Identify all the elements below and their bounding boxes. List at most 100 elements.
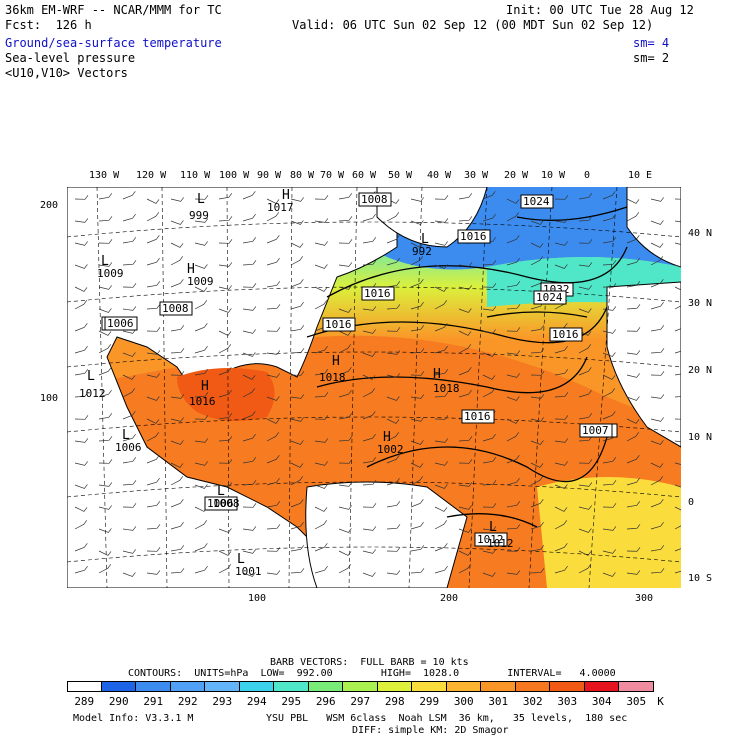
wind-barb <box>650 325 665 332</box>
wind-barb <box>458 459 473 464</box>
wind-barb <box>530 545 545 552</box>
wind-barb <box>362 457 377 464</box>
wind-barb <box>602 411 616 420</box>
wind-barb <box>194 461 208 466</box>
wind-barb <box>578 262 593 267</box>
high-pressure-marker: H <box>282 188 290 203</box>
lon-label: 130 W <box>89 170 120 181</box>
wind-barb <box>74 195 89 200</box>
wind-barb <box>386 304 401 310</box>
wind-barb <box>194 241 208 246</box>
colorbar-swatch <box>446 681 481 692</box>
wind-barb <box>194 195 209 200</box>
wind-barb <box>98 550 112 556</box>
wind-barb <box>242 480 257 486</box>
lat-label: 20 N <box>688 365 713 376</box>
wind-barb <box>266 477 280 486</box>
wind-barb <box>602 283 617 288</box>
pressure-value: 1008 <box>213 497 240 510</box>
wind-barb <box>482 457 497 464</box>
wind-barb <box>530 476 544 486</box>
valid-time: Valid: 06 UTC Sun 02 Sep 12 (00 MDT Sun … <box>292 18 654 32</box>
colorbar-swatch <box>170 681 205 692</box>
wind-barb <box>74 392 89 398</box>
pressure-value: 1017 <box>267 201 294 214</box>
wind-barb <box>314 241 328 246</box>
wind-barb <box>194 300 208 310</box>
low-pressure-marker: L <box>101 254 109 269</box>
wind-barb <box>482 352 496 357</box>
forecast-hour: Fcst: 126 h <box>5 18 92 32</box>
wind-barb <box>482 388 496 398</box>
pressure-label: 1016 <box>552 328 579 341</box>
wind-barb <box>146 396 160 401</box>
wind-barb <box>314 543 328 552</box>
wind-barb <box>242 411 256 420</box>
wind-barb <box>170 462 184 468</box>
wind-barb <box>602 503 617 508</box>
wind-barb <box>674 440 681 443</box>
wind-barb <box>530 242 544 248</box>
wind-barb <box>362 411 376 420</box>
wind-barb <box>314 461 328 466</box>
high-pressure-marker: H <box>383 430 391 445</box>
wind-barb <box>170 256 184 266</box>
wind-barb <box>98 528 112 533</box>
wind-barb <box>554 241 568 246</box>
wind-barb <box>338 564 352 574</box>
field-slp: Sea-level pressure <box>5 51 136 65</box>
low-pressure-marker: L <box>237 552 245 567</box>
wind-barb <box>242 549 256 554</box>
wind-barb <box>122 503 137 508</box>
wind-barb <box>362 237 377 244</box>
wind-barb <box>170 348 185 354</box>
wind-barb <box>266 198 280 204</box>
lon-label: 70 W <box>320 170 345 181</box>
wind-barb <box>578 285 592 290</box>
grid-index-label: 200 <box>40 200 59 211</box>
wind-barb <box>98 216 113 222</box>
wind-barb <box>338 482 353 487</box>
high-pressure-marker: H <box>433 367 441 382</box>
wind-barb <box>98 262 113 267</box>
lon-label: 40 W <box>427 170 452 181</box>
wind-barb <box>362 213 376 222</box>
pressure-label-box <box>159 301 193 316</box>
wind-barb <box>578 482 593 487</box>
barb-vectors-info: BARB VECTORS: FULL BARB = 10 kts <box>270 657 469 668</box>
wind-barb <box>626 570 641 575</box>
wind-barb <box>410 394 425 399</box>
wind-barb <box>146 304 161 310</box>
wind-barb <box>650 256 664 266</box>
wind-barb <box>122 388 136 398</box>
wind-barb <box>434 506 448 512</box>
wind-barb <box>266 212 280 222</box>
wind-barb <box>218 344 232 354</box>
grid-index-label: 100 <box>40 393 59 404</box>
wind-barb <box>122 191 136 200</box>
wind-barb <box>74 415 89 420</box>
wind-barb <box>434 323 448 332</box>
wind-barb <box>410 476 424 486</box>
wind-barb <box>194 286 208 292</box>
colorbar-label: 302 <box>522 695 543 708</box>
lat-label: 10 S <box>688 573 713 584</box>
wind-barb <box>530 371 545 376</box>
wind-barb <box>578 193 593 200</box>
wind-barb <box>410 301 424 310</box>
wind-barb <box>266 257 280 266</box>
wind-barb <box>578 564 592 574</box>
wind-barb <box>242 237 257 244</box>
gulf-of-mexico <box>177 368 275 421</box>
low-pressure-marker: L <box>122 428 130 443</box>
wind-barb <box>290 348 305 354</box>
wind-barb <box>602 237 617 244</box>
wind-barb <box>314 520 328 530</box>
colorbar-label: 295 <box>281 695 302 708</box>
isobars <box>306 206 628 528</box>
wind-barb <box>434 345 448 354</box>
wind-barb <box>314 484 328 489</box>
wind-barb <box>242 191 256 200</box>
colorbar-swatch <box>101 681 136 692</box>
low-pressure-marker: L <box>217 484 225 499</box>
